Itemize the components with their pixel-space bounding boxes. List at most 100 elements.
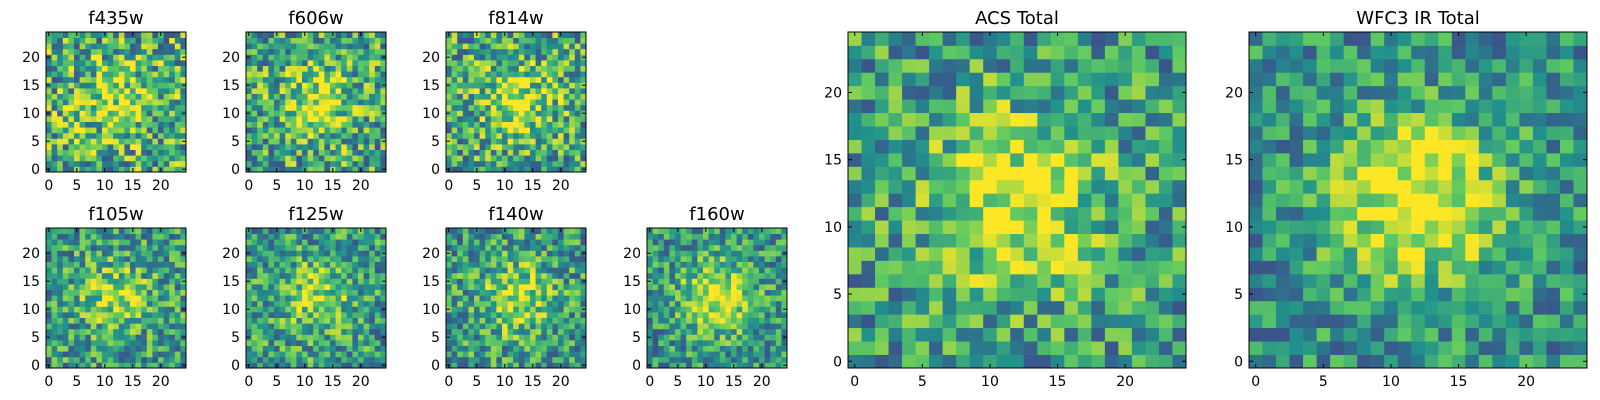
heatmap-cell [324,32,331,38]
heatmap-cell [279,149,286,156]
heatmap-cell [513,138,520,145]
heatmap-cell [85,306,92,313]
heatmap-cell [46,60,52,66]
heatmap-cell [703,261,709,268]
heatmap-cell [96,295,103,302]
heatmap-cell [169,334,176,341]
heatmap-cell [62,362,69,369]
heatmap-cell [251,37,258,44]
heatmap-cell [747,250,754,257]
heatmap-cell [574,267,581,274]
heatmap-cell [563,312,570,318]
heatmap-cell [518,155,525,162]
heatmap-cell [262,76,269,83]
heatmap-cell [251,82,258,89]
heatmap-cell [174,93,181,100]
heatmap-cell [96,54,103,61]
heatmap-cell [747,300,754,307]
heatmap-cell [279,356,286,363]
heatmap-cell [462,99,469,106]
heatmap-cell [169,54,176,61]
heatmap-cell [79,228,86,234]
heatmap-cell [169,362,176,369]
heatmap-cell [279,132,286,139]
heatmap-cell [1064,287,1079,302]
heatmap-cell [1037,314,1052,329]
heatmap-cell [747,334,754,341]
heatmap-cell [669,323,676,330]
heatmap-cell [663,356,670,363]
heatmap-cell [546,278,553,285]
heatmap-cell [257,244,264,251]
heatmap-cell [174,71,181,78]
heatmap-cell [446,65,452,72]
heatmap-cell [457,267,464,274]
heatmap-cell [102,88,108,94]
heatmap-cell [335,43,342,50]
heatmap-cell [462,48,469,55]
heatmap-cell [956,206,971,221]
heatmap-cell [770,272,777,279]
heatmap-cell [135,284,142,290]
heatmap-cell [513,239,520,246]
heatmap-cell [580,43,587,50]
heatmap-cell [485,295,492,302]
heatmap-cell [451,306,458,313]
heatmap-cell [574,289,581,296]
y-tick-label: 20 [22,50,40,66]
heatmap-cell [474,149,480,156]
heatmap-cell [341,300,348,307]
heatmap-cell [302,295,308,302]
heatmap-cell [290,54,297,61]
heatmap-cell [574,272,581,279]
heatmap-cell [352,284,359,290]
heatmap-cell [468,93,475,100]
heatmap-cell [457,244,464,251]
heatmap-cell [374,88,381,94]
heatmap-cell [318,239,325,246]
heatmap-cell [174,295,181,302]
heatmap-cell [446,48,452,55]
heatmap-cell [57,250,64,257]
heatmap-cell [363,149,370,156]
heatmap-cell [79,284,86,290]
heatmap-cell [274,138,280,145]
heatmap-cell [647,244,653,251]
heatmap-cell [158,340,164,346]
heatmap-cell [731,351,737,358]
heatmap-cell [141,76,148,83]
heatmap-cell [468,37,475,44]
heatmap-cell [485,88,492,94]
y-tick-label: 5 [31,134,40,150]
heatmap-cell [552,244,559,251]
heatmap-cell [146,99,153,106]
heatmap-cell [296,328,303,335]
heatmap-cell [541,65,548,72]
heatmap-cell [169,104,176,111]
heatmap-cell [135,250,142,257]
heatmap-cell [535,278,542,285]
heatmap-cell [51,88,58,94]
heatmap-cell [307,60,314,66]
heatmap-cell [262,233,269,240]
y-tick-label: 20 [623,246,641,262]
heatmap-cell [647,345,653,352]
heatmap-cell [474,284,480,290]
heatmap-cell [457,138,464,145]
heatmap-cell [380,65,387,72]
heatmap-cell [1091,260,1106,275]
heatmap-cell [468,43,475,50]
heatmap-cell [569,138,576,145]
heatmap-cell [374,166,381,173]
heatmap-cell [775,351,782,358]
heatmap-cell [163,334,170,341]
heatmap-cell [96,93,103,100]
heatmap-cell [180,295,187,302]
heatmap-cell [518,138,525,145]
heatmap-cell [496,317,503,324]
heatmap-cell [57,239,64,246]
heatmap-cell [929,220,944,234]
heatmap-cell [79,166,86,173]
heatmap-cell [546,323,553,330]
heatmap-cell [451,278,458,285]
